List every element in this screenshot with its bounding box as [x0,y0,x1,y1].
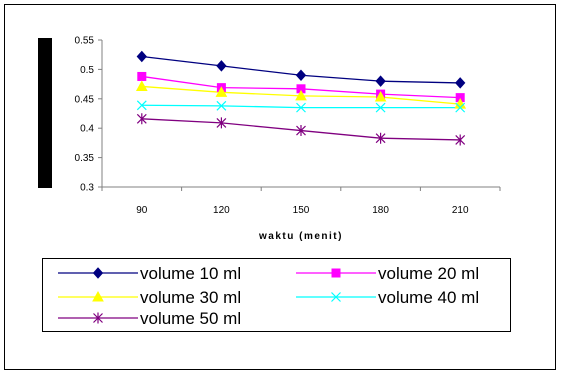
x-tick-label: 120 [213,205,230,216]
data-point-series-4 [375,102,386,113]
data-point-series-4 [296,102,306,113]
data-point-series-5 [216,117,227,129]
series-markers [135,50,467,146]
data-point-series-4 [136,100,147,111]
data-point-series-1 [216,60,227,72]
legend-label: volume 40 ml [378,288,479,307]
x-axis-title: waktu (menit) [258,231,343,242]
legend-marker [331,292,341,302]
y-tick-label: 0.55 [75,36,95,47]
y-tick-label: 0.45 [75,94,95,105]
data-point-series-1 [295,69,307,82]
axes: 0.55 0.5 0.45 0.4 0.35 0.3 90 120 150 180 210 [75,36,501,216]
y-tick-label: 0.4 [80,124,94,135]
data-point-series-4 [216,100,227,111]
y-tick-label: 0.5 [80,65,94,76]
data-point-series-4 [455,102,466,113]
x-tick-label: 180 [372,205,389,216]
legend-marker [92,290,104,302]
y-tick-label: 0.3 [80,183,94,194]
data-point-series-3 [135,80,148,91]
data-point-series-5 [455,134,466,146]
legend-label: volume 50 ml [140,309,241,328]
x-tick-label: 210 [452,205,469,216]
data-point-series-3 [374,91,387,102]
legend-marker [92,267,104,279]
legend-box [42,258,511,332]
data-point-series-5 [296,125,306,137]
data-point-series-5 [136,113,147,125]
x-tick-label: 90 [136,205,148,216]
data-point-series-1 [455,77,466,89]
legend-label: volume 10 ml [140,264,241,283]
legend: volume 10 ml volume 20 ml volume 30 ml volu… [58,264,479,328]
legend-label: volume 30 ml [140,288,241,307]
data-point-series-1 [136,50,147,63]
y-tick-label: 0.35 [75,153,95,164]
data-point-series-1 [375,75,386,87]
data-point-series-2 [137,71,147,81]
legend-label: volume 20 ml [378,264,479,283]
data-point-series-5 [375,132,386,144]
data-point-series-3 [295,89,307,101]
legend-marker [331,268,341,278]
data-point-series-3 [215,86,228,97]
left-black-bar [38,38,52,188]
x-tick-label: 150 [293,205,310,216]
legend-marker [93,312,103,324]
